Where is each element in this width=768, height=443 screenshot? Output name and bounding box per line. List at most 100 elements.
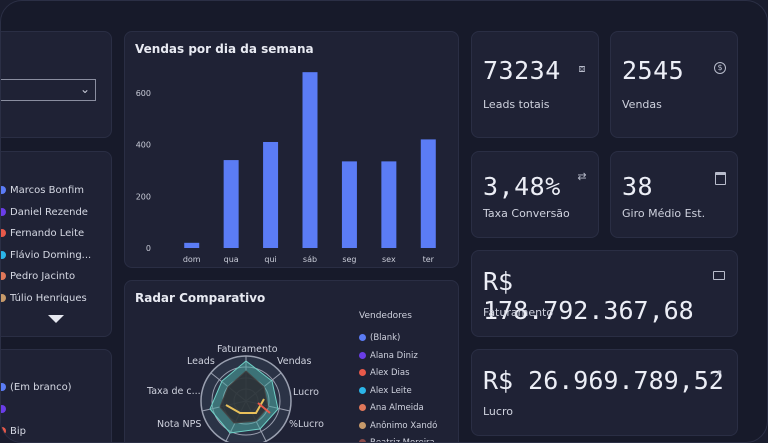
radar-legend-label: (Blank) — [370, 333, 401, 343]
bar-chart: 0 200 400 600 dom qua qui sáb seg sex ter — [136, 72, 436, 264]
kpi-card-vendas: 2545 Vendas $ — [610, 31, 738, 138]
radar-axis-label: Faturamento — [217, 344, 278, 355]
color-dot-icon — [1, 272, 6, 280]
radar-legend-label: Alex Dias — [370, 368, 410, 378]
bar-seg[interactable] — [341, 161, 357, 248]
list-item-label: Bip — [10, 426, 26, 437]
legend-dot-icon — [359, 351, 366, 359]
radar-legend-item[interactable]: Alex Dias — [359, 368, 410, 378]
x-tick-label: sex — [382, 255, 396, 264]
radar-chart — [200, 355, 292, 442]
scroll-down-icon[interactable] — [48, 315, 64, 323]
x-tick-label: dom — [183, 255, 201, 264]
filter-card: ⌄ — [1, 31, 112, 138]
list-item[interactable]: Pedro Jacinto — [1, 271, 76, 282]
x-tick-label: seg — [342, 255, 356, 264]
kpi-label: Lucro — [483, 405, 513, 418]
radar-legend-item[interactable]: Alex Leite — [359, 386, 412, 396]
color-dot-icon — [1, 383, 6, 391]
list-item[interactable]: Bip — [1, 426, 26, 437]
radar-axis-label: Taxa de c... — [147, 386, 201, 397]
kpi-value: R$ 178.792.367,68 — [483, 267, 694, 325]
list-item-label: Flávio Doming... — [10, 249, 92, 261]
list-item[interactable]: Flávio Doming... — [1, 249, 92, 261]
radar-legend-label: Beatriz Moreira — [370, 438, 435, 443]
color-dot-icon — [1, 207, 6, 216]
bar-chart-card: Vendas por dia da semana 0 200 400 600 dom qu… — [124, 31, 459, 268]
radar-series-line — [225, 398, 265, 414]
bar-chart-title: Vendas por dia da semana — [135, 42, 314, 56]
calendar-icon — [715, 172, 726, 185]
list-item[interactable] — [1, 404, 10, 415]
legend-dot-icon — [359, 421, 366, 429]
radar-legend-item[interactable]: Anônimo Xandó — [359, 421, 437, 431]
list-item-label: (Em branco) — [10, 382, 72, 393]
y-tick-label: 200 — [136, 192, 151, 201]
chevron-down-icon: ⌄ — [79, 82, 90, 96]
wallet-icon — [713, 271, 725, 280]
kpi-value: 73234 — [483, 56, 561, 85]
kpi-card-giro: 38 Giro Médio Est. — [610, 151, 738, 238]
kpi-label: Taxa Conversão — [483, 207, 570, 220]
bar-ter[interactable] — [420, 139, 436, 248]
list-item[interactable]: Fernando Leite — [1, 228, 84, 239]
target-icon: ⧈ — [578, 62, 586, 75]
kpi-label: Leads totais — [483, 98, 550, 111]
radar-axis-label: Lucro — [293, 387, 319, 398]
list-item[interactable]: Túlio Henriques — [1, 292, 87, 304]
color-dot-icon — [1, 427, 6, 435]
trend-up-icon: ↗ — [713, 367, 723, 380]
radar-legend-label: Ana Almeida — [370, 403, 424, 413]
kpi-value: 3,48% — [483, 172, 561, 201]
kpi-value: 38 — [622, 172, 654, 201]
legend-dot-icon — [359, 386, 366, 394]
filter-dropdown[interactable]: ⌄ — [1, 79, 96, 101]
radar-axis-label: Leads — [187, 356, 215, 367]
list-item[interactable]: (Em branco) — [1, 382, 72, 393]
radar-legend-label: Alex Leite — [370, 385, 412, 396]
legend-dot-icon — [359, 439, 366, 442]
radar-axis-label: %Lucro — [289, 419, 324, 430]
radar-legend-item[interactable]: Beatriz Moreira — [359, 438, 435, 443]
color-dot-icon — [1, 186, 6, 194]
dollar-circle-icon: $ — [714, 62, 726, 74]
list-item-label: Daniel Rezende — [10, 206, 88, 218]
list-item-label: Túlio Henriques — [10, 292, 87, 304]
kpi-label: Vendas — [622, 98, 662, 111]
legend-dot-icon — [359, 334, 366, 341]
kpi-card-faturamento: R$ 178.792.367,68 Faturamento — [471, 250, 738, 337]
radar-title: Radar Comparativo — [135, 291, 266, 305]
bar-sáb[interactable] — [302, 72, 318, 248]
x-tick-label: sáb — [303, 255, 317, 264]
bar-dom[interactable] — [184, 242, 200, 248]
bar-sex[interactable] — [381, 161, 397, 248]
x-tick-label: qui — [264, 255, 276, 264]
kpi-label: Faturamento — [483, 306, 554, 319]
kpi-value: R$ 26.969.789,52 — [483, 366, 724, 395]
bar-qua[interactable] — [223, 160, 239, 248]
kpi-card-lucro: R$ 26.969.789,52 Lucro ↗ — [471, 349, 738, 436]
radar-legend-item[interactable]: (Blank) — [359, 333, 400, 343]
color-dot-icon — [1, 293, 6, 302]
kpi-card-taxa: 3,48% Taxa Conversão ⇄ — [471, 151, 599, 238]
list-item-label: Pedro Jacinto — [10, 271, 76, 282]
kpi-value: 2545 — [622, 56, 685, 85]
y-tick-label: 400 — [136, 141, 151, 150]
legend-dot-icon — [359, 404, 366, 411]
list-item-label: Marcos Bonfim — [10, 185, 85, 196]
radar-legend-title: Vendedores — [359, 311, 412, 321]
bar-qui[interactable] — [263, 141, 279, 248]
radar-axis-label: Vendas — [277, 356, 312, 367]
refresh-icon: ⇄ — [577, 170, 587, 183]
radar-legend: Vendedores (Blank) Alana Diniz Alex Dias Al… — [359, 311, 459, 443]
sellers-slicer-card: Marcos Bonfim Daniel Rezende Fernando Leit… — [1, 151, 112, 337]
list-item[interactable]: Marcos Bonfim — [1, 185, 85, 196]
radar-legend-item[interactable]: Alana Diniz — [359, 351, 418, 361]
radar-legend-item[interactable]: Ana Almeida — [359, 403, 424, 413]
list-item[interactable]: Daniel Rezende — [1, 206, 88, 218]
y-tick-label: 600 — [136, 89, 151, 98]
kpi-label: Giro Médio Est. — [622, 207, 706, 220]
kpi-card-leads: 73234 Leads totais ⧈ — [471, 31, 599, 138]
radar-legend-label: Anônimo Xandó — [370, 420, 438, 431]
color-dot-icon — [1, 229, 6, 237]
